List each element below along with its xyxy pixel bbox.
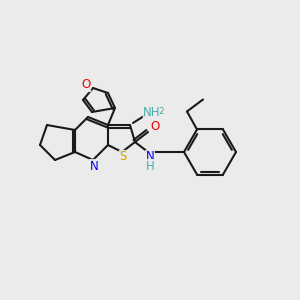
Text: O: O — [81, 79, 91, 92]
Text: S: S — [119, 151, 127, 164]
Text: N: N — [90, 160, 98, 172]
Text: H: H — [146, 160, 154, 172]
Text: O: O — [150, 121, 160, 134]
Text: NH: NH — [143, 106, 161, 118]
Text: N: N — [146, 151, 154, 164]
Text: 2: 2 — [158, 107, 164, 116]
